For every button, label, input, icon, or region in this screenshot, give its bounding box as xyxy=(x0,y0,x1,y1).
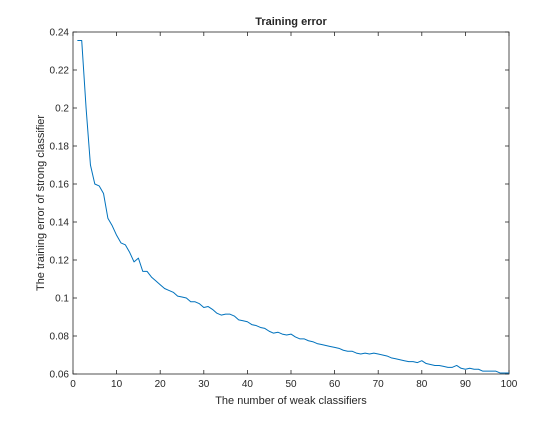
chart-title: Training error xyxy=(255,16,327,28)
y-tick-label: 0.08 xyxy=(50,332,70,343)
x-tick-label: 30 xyxy=(198,379,210,390)
y-tick-label: 0.16 xyxy=(50,180,70,191)
x-tick-label: 10 xyxy=(111,379,123,390)
x-tick-label: 40 xyxy=(242,379,254,390)
x-tick-label: 80 xyxy=(416,379,428,390)
y-tick-label: 0.12 xyxy=(50,256,70,267)
axis-ticks xyxy=(72,31,510,375)
plot-area xyxy=(72,31,510,375)
y-tick-label: 0.06 xyxy=(50,370,70,381)
x-tick-label: 100 xyxy=(501,379,518,390)
y-tick-label: 0.2 xyxy=(55,104,69,115)
x-tick-label: 90 xyxy=(460,379,472,390)
x-tick-label: 70 xyxy=(373,379,385,390)
y-tick-label: 0.18 xyxy=(50,142,70,153)
y-tick-label: 0.24 xyxy=(50,28,70,39)
training-error-series-line xyxy=(77,40,509,374)
y-tick-label: 0.14 xyxy=(50,218,70,229)
axis-tick-labels: 0 10 20 30 40 50 60 70 80 90 100 0.06 0.08 0.1 0.12 0.1… xyxy=(50,28,518,391)
y-tick-label: 0.22 xyxy=(50,66,70,77)
x-tick-label: 0 xyxy=(70,379,76,390)
y-axis-label: The training error of strong classifier xyxy=(35,115,47,291)
x-axis-label: The number of weak classifiers xyxy=(215,395,367,407)
x-tick-label: 60 xyxy=(329,379,341,390)
x-tick-label: 50 xyxy=(285,379,297,390)
x-tick-label: 20 xyxy=(155,379,167,390)
y-tick-label: 0.1 xyxy=(55,294,69,305)
